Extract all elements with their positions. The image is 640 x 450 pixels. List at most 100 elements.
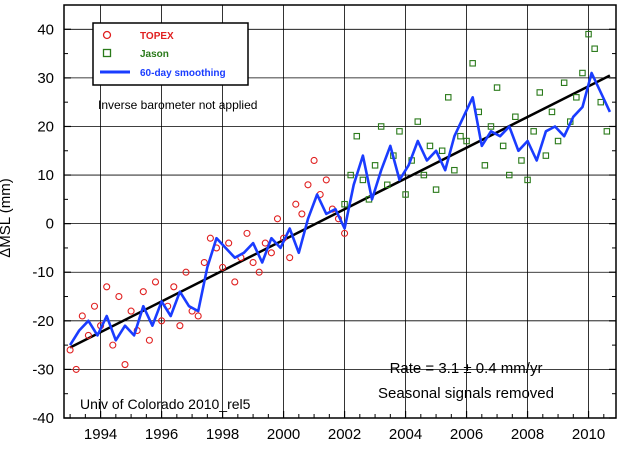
topex-point [115,292,123,301]
jason-point [603,128,611,135]
jason-point [432,186,440,193]
jason-point [396,128,403,135]
y-tick-label: 10 [37,167,54,184]
topex-point [151,278,160,286]
legend: TOPEX Jason 60-day smoothing [92,22,249,86]
x-tick-label: 2006 [450,426,483,443]
jason-point [585,30,592,38]
topex-point [310,156,318,165]
jason-point [438,147,446,155]
smoothing-line [68,71,612,346]
smoothing-series [68,71,612,346]
y-tick-label: -30 [32,361,54,378]
jason-point [573,94,580,101]
legend-jason-label: Jason [140,49,169,60]
topex-point [170,283,178,291]
topex-point [298,210,306,218]
jason-point [469,60,476,67]
topex-point [158,317,166,325]
x-tick-label: 1994 [84,426,117,443]
topex-point [219,263,227,271]
topex-point [139,288,147,296]
topex-point [145,336,153,344]
jason-point [451,166,458,174]
topex-point [182,268,190,276]
topex-point [267,249,275,257]
jason-point [493,84,501,91]
credit-annotation: Univ of Colorado 2010_rel5 [80,396,251,412]
y-tick-labels: -40 -30 -20 -10 0 10 20 30 40 [32,21,54,427]
legend-smoothing-label: 60-day smoothing [140,68,226,79]
jason-point [347,171,354,179]
y-tick-label: -40 [32,410,54,427]
topex-point [84,331,92,339]
y-tick-label: -10 [32,264,54,281]
y-tick-label: 0 [46,216,54,233]
jason-point [560,79,568,86]
jason-point [542,152,550,159]
jason-point [420,171,428,179]
jason-point [463,137,470,145]
jason-point [597,98,605,106]
topex-point [78,312,86,320]
topex-point [103,283,111,291]
topex-point [66,346,74,354]
legend-topex-label: TOPEX [140,31,174,42]
topex-point [231,278,239,286]
jason-point [512,113,519,121]
y-tick-label: -20 [32,313,54,330]
topex-point [243,229,251,237]
topex-point [206,234,214,242]
topex-point [304,181,312,189]
x-tick-label: 2004 [389,426,422,443]
legend-box [92,22,249,86]
topex-point [273,215,282,223]
jason-point [579,69,586,77]
y-tick-label: 20 [37,118,54,135]
ib-note: Inverse barometer not applied [98,98,257,112]
jason-point [506,171,513,179]
jason-point [536,89,544,96]
topex-point [194,312,202,320]
x-tick-label: 1998 [206,426,239,443]
jason-point [487,123,495,130]
topex-point [72,365,80,373]
topex-point [225,239,233,247]
jason-point [371,162,379,169]
jason-point [499,142,507,150]
jason-point [554,137,562,145]
y-axis-title: ΔMSL (mm) [0,178,14,257]
topex-point [292,200,300,208]
jason-point [384,181,391,189]
y-tick-label: 40 [37,21,54,38]
topex-point [90,302,99,310]
jason-point [530,128,537,135]
x-tick-label: 2010 [572,426,605,443]
topex-point [341,229,349,237]
x-tick-label: 2002 [328,426,361,443]
jason-point [414,118,422,125]
topex-point [176,322,184,330]
jason-point [591,45,598,52]
y-tick-label: 30 [37,70,54,87]
x-tick-label: 2000 [267,426,300,443]
jason-point [481,162,489,169]
jason-point [341,200,348,208]
x-tick-label: 1996 [145,426,178,443]
x-tick-label: 2008 [511,426,544,443]
topex-point [249,258,257,267]
seasonal-annotation: Seasonal signals removed [378,385,554,402]
topex-point [127,307,135,315]
topex-point [322,176,330,184]
jason-point [524,176,531,184]
jason-point [353,132,361,140]
jason-point [518,157,525,164]
jason-point [445,94,452,101]
topex-point [200,258,208,267]
legend-topex-marker [102,30,112,40]
rate-annotation: Rate = 3.1 ± 0.4 mm/yr [390,360,543,377]
topex-point [121,361,129,369]
x-tick-labels: 1994 1996 1998 2000 2002 2004 2006 2008 2010 [84,426,605,443]
axis-ticks [64,28,616,419]
